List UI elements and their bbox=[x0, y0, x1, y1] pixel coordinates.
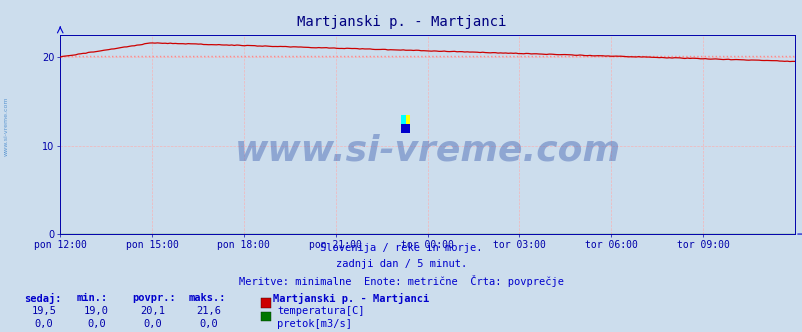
Text: 21,6: 21,6 bbox=[196, 306, 221, 316]
Text: 0,0: 0,0 bbox=[87, 319, 106, 329]
Text: Slovenija / reke in morje.: Slovenija / reke in morje. bbox=[320, 243, 482, 253]
Text: min.:: min.: bbox=[76, 293, 107, 303]
Text: temperatura[C]: temperatura[C] bbox=[277, 306, 364, 316]
Text: Meritve: minimalne  Enote: metrične  Črta: povprečje: Meritve: minimalne Enote: metrične Črta:… bbox=[239, 275, 563, 287]
Text: Martjanski p. - Martjanci: Martjanski p. - Martjanci bbox=[297, 15, 505, 29]
Text: povpr.:: povpr.: bbox=[132, 293, 176, 303]
Text: www.si-vreme.com: www.si-vreme.com bbox=[4, 96, 9, 156]
Text: 0,0: 0,0 bbox=[143, 319, 162, 329]
Text: zadnji dan / 5 minut.: zadnji dan / 5 minut. bbox=[335, 259, 467, 269]
Text: sedaj:: sedaj: bbox=[24, 293, 62, 304]
Text: 19,0: 19,0 bbox=[83, 306, 109, 316]
Text: 20,1: 20,1 bbox=[140, 306, 165, 316]
Text: Martjanski p. - Martjanci: Martjanski p. - Martjanci bbox=[273, 293, 429, 304]
Text: 0,0: 0,0 bbox=[199, 319, 218, 329]
Text: 0,0: 0,0 bbox=[34, 319, 54, 329]
Text: pretok[m3/s]: pretok[m3/s] bbox=[277, 319, 351, 329]
Text: 19,5: 19,5 bbox=[31, 306, 57, 316]
Text: maks.:: maks.: bbox=[188, 293, 226, 303]
Text: www.si-vreme.com: www.si-vreme.com bbox=[234, 133, 620, 167]
